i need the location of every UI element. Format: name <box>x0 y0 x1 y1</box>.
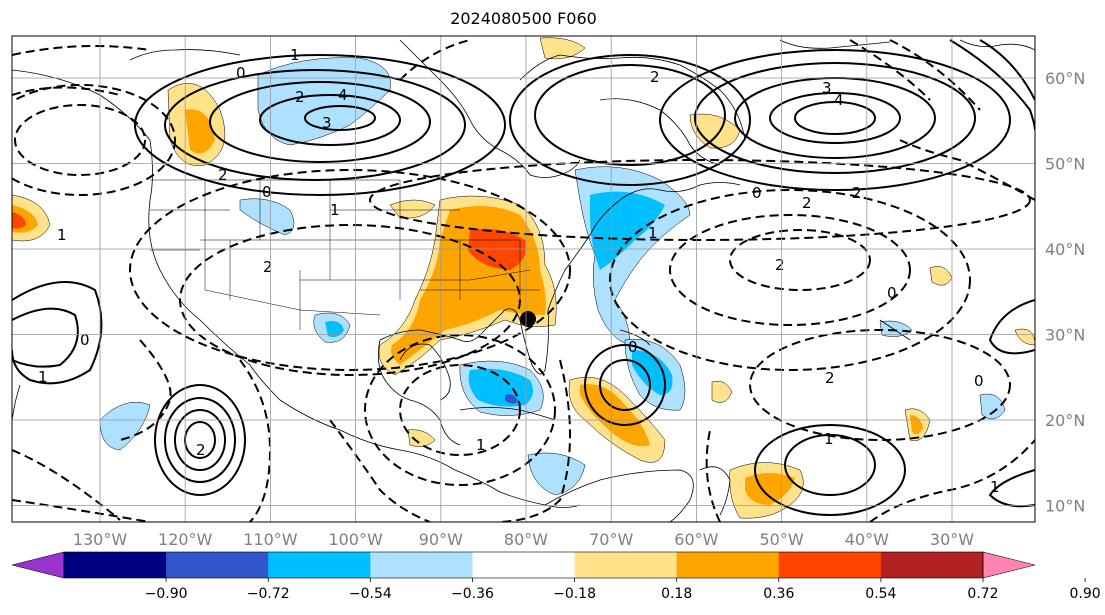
colorbar-segment <box>370 552 473 578</box>
colorbar-frame <box>63 551 984 579</box>
contour-label: 0 <box>628 338 638 356</box>
colorbar-tick-label: −0.18 <box>553 586 596 602</box>
longitude-tick-label: 40°W <box>845 530 889 549</box>
longitude-tick-label: 90°W <box>419 530 463 549</box>
contour-label: 2 <box>775 256 785 274</box>
colorbar-segment <box>166 552 269 578</box>
contour-label: 1 <box>290 46 300 64</box>
contour-label: 2 <box>218 166 228 184</box>
colorbar-tick-label: −0.54 <box>349 586 392 602</box>
contour-label: 1 <box>990 478 1000 496</box>
colorbar-segment <box>880 552 984 578</box>
longitude-tick-label: 80°W <box>504 530 548 549</box>
contour-label: 1 <box>824 430 834 448</box>
coastlines <box>12 39 1035 522</box>
colorbar-segment <box>64 552 167 578</box>
colorbar-tick-label: 0.54 <box>865 586 896 602</box>
longitude-labels: 130°W 120°W 110°W 100°W 90°W 80°W 70°W 60°W 50°W… <box>73 530 974 549</box>
contour-label: 2 <box>852 184 862 202</box>
colorbar-segment <box>472 552 576 578</box>
contour-label: 4 <box>338 86 348 104</box>
contour-label: 3 <box>822 79 832 97</box>
colorbar-segment <box>676 552 780 578</box>
colorbar-tick-label: 0.72 <box>967 586 998 602</box>
colorbar-tick-label: −0.90 <box>145 586 188 602</box>
colorbar: −0.90 −0.72 −0.54 −0.36 −0.18 0.18 0.36 0.54 0.7… <box>11 551 1101 602</box>
contour-label: 3 <box>322 114 332 132</box>
longitude-tick-label: 50°W <box>760 530 804 549</box>
colorbar-tick-label: 0.36 <box>763 586 794 602</box>
longitude-tick-label: 60°W <box>674 530 718 549</box>
gridlines <box>12 36 1035 522</box>
colorbar-tick-label: 0.18 <box>661 586 692 602</box>
latitude-tick-label: 40°N <box>1045 240 1085 259</box>
latitude-tick-label: 30°N <box>1045 326 1085 345</box>
storm-center-marker <box>520 311 536 327</box>
colorbar-tick-label: 0.90 <box>1070 586 1101 602</box>
colorbar-segment <box>778 552 882 578</box>
contour-label: 2 <box>650 68 660 86</box>
longitude-tick-label: 120°W <box>158 530 213 549</box>
latitude-tick-label: 10°N <box>1045 497 1085 516</box>
contour-label: 1 <box>57 226 67 244</box>
longitude-tick-label: 70°W <box>589 530 633 549</box>
contour-label: 0 <box>752 184 762 202</box>
latitude-labels: 60°N 50°N 40°N 30°N 20°N 10°N <box>1045 69 1085 516</box>
contour-label: 2 <box>295 88 305 106</box>
longitude-tick-label: 30°W <box>930 530 974 549</box>
contour-label: 4 <box>834 91 844 109</box>
contour-label: 1 <box>476 436 486 454</box>
contour-label: 1 <box>330 201 340 219</box>
contour-label: 2 <box>263 258 273 276</box>
contour-label: 2 <box>196 441 206 459</box>
colorbar-extend-high <box>982 551 1036 579</box>
contour-label: 1 <box>38 368 48 386</box>
latitude-tick-label: 60°N <box>1045 69 1085 88</box>
contour-label: 0 <box>262 183 272 201</box>
anomaly-shading <box>12 37 1035 519</box>
colorbar-segment <box>574 552 678 578</box>
map-title: 2024080500 F060 <box>450 9 597 28</box>
contour-label: 0 <box>887 284 897 302</box>
contours-solid <box>12 39 1035 516</box>
state-borders <box>150 179 540 330</box>
colorbar-segment <box>268 552 371 578</box>
longitude-tick-label: 110°W <box>243 530 298 549</box>
map-frame <box>11 35 1036 523</box>
contour-label: 0 <box>236 64 246 82</box>
latitude-tick-label: 20°N <box>1045 411 1085 430</box>
contour-labels: 0 1 2 3 4 2 0 1 2 3 4 1 2 0 2 2 1 0 1 2 … <box>38 46 1000 496</box>
contours-dashed <box>12 39 1035 522</box>
contour-label: 0 <box>974 372 984 390</box>
contour-label: 2 <box>802 194 812 212</box>
colorbar-extend-low <box>11 551 65 579</box>
contour-label: 1 <box>648 224 658 242</box>
colorbar-tick-label: −0.36 <box>451 586 494 602</box>
colorbar-tick-label: −0.72 <box>247 586 290 602</box>
longitude-tick-label: 100°W <box>328 530 383 549</box>
contour-label: 0 <box>80 331 90 349</box>
contour-label: 2 <box>825 369 835 387</box>
longitude-tick-label: 130°W <box>73 530 128 549</box>
latitude-tick-label: 50°N <box>1045 155 1085 174</box>
